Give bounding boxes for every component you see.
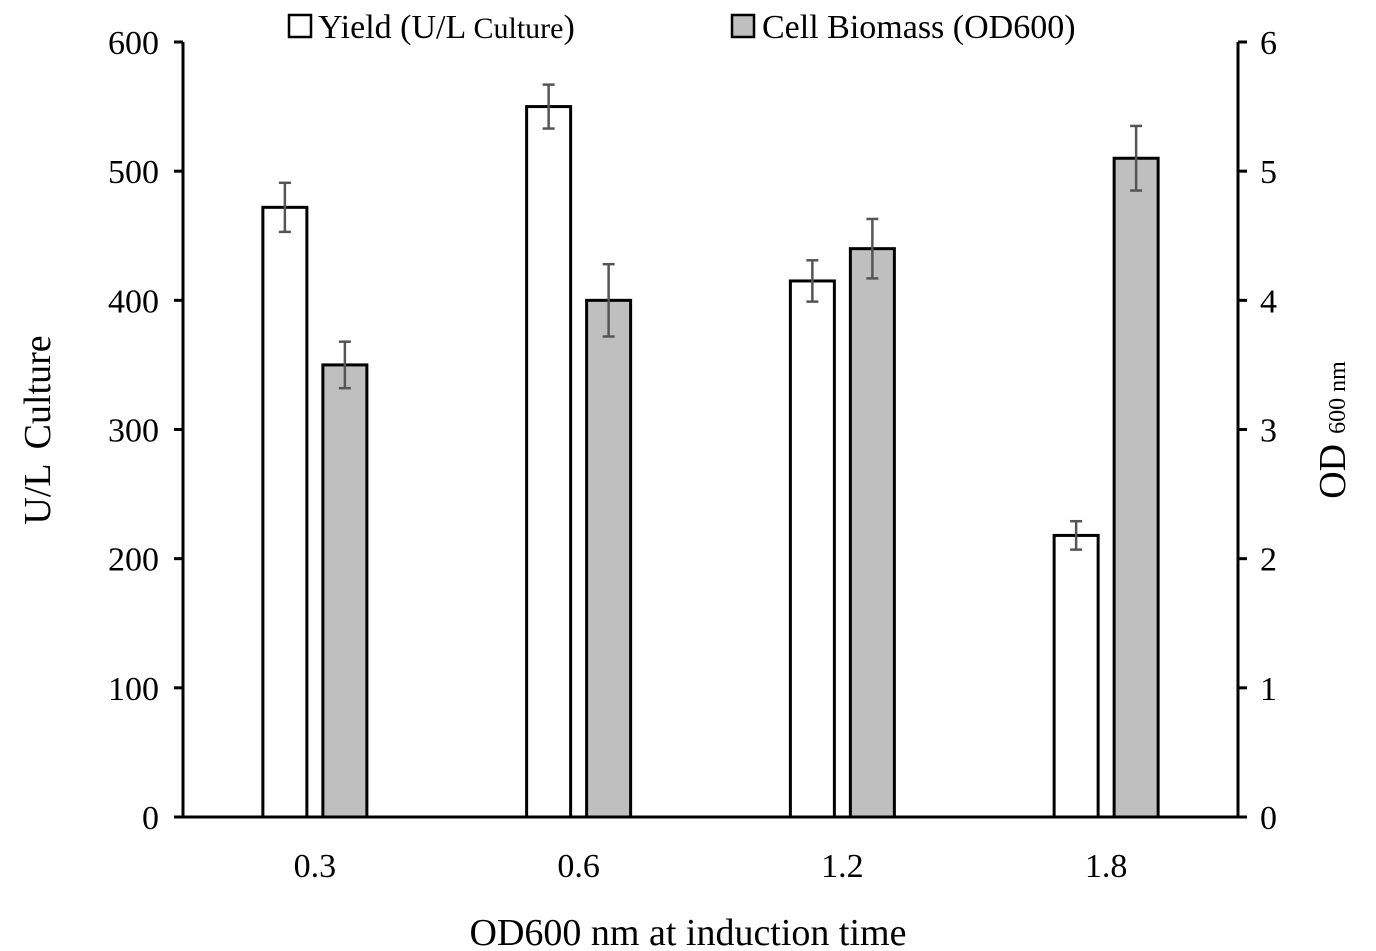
x-tick-labels: 0.3 0.6 1.2 1.8: [294, 848, 1128, 885]
error-bar-yield-1.8: [1070, 519, 1083, 551]
right-y-axis-title: OD 600 nm: [1312, 361, 1354, 499]
error-bar-biomass-0.3: [338, 340, 351, 390]
bar-biomass-1.8: [1112, 156, 1160, 819]
left-y-tick-label: 400: [108, 283, 159, 320]
legend-label-yield: Yield (U/L Culture): [318, 9, 575, 46]
right-y-tick-label: 4: [1260, 283, 1277, 320]
left-y-axis-title: U/L Culture: [17, 335, 59, 524]
error-bar-biomass-1.2: [866, 217, 879, 280]
x-tick-label-0.3: 0.3: [294, 848, 337, 885]
bar-yield-0.6: [525, 105, 573, 819]
bar-biomass-1.2: [848, 247, 896, 819]
right-y-tick-label: 0: [1260, 800, 1277, 837]
right-y-ticks: 0 1 2 3 4 5 6: [1238, 25, 1277, 837]
legend-label-yield-end: ): [564, 9, 575, 46]
bar-biomass-0.6: [585, 298, 633, 819]
right-y-tick-label: 1: [1260, 671, 1277, 708]
error-bar-yield-1.2: [806, 259, 819, 303]
left-y-ticks: 0 100 200 300 400 500 600: [108, 25, 183, 837]
bar-biomass-0.3: [321, 363, 369, 819]
right-y-tick-label: 3: [1260, 413, 1277, 450]
bar-yield-1.8: [1052, 533, 1100, 819]
left-y-tick-label: 600: [108, 25, 159, 62]
left-y-axis-title-sub: Culture: [17, 335, 59, 449]
bar-yield-1.2: [788, 279, 836, 819]
left-y-axis-title-main: U/L: [17, 463, 59, 524]
x-tick-label-1.2: 1.2: [821, 848, 864, 885]
error-bar-yield-0.6: [542, 83, 555, 130]
left-y-tick-label: 300: [108, 413, 159, 450]
left-y-tick-label: 200: [108, 542, 159, 579]
bar-yield-0.3: [261, 205, 309, 819]
left-y-tick-label: 100: [108, 671, 159, 708]
left-y-tick-label: 500: [108, 154, 159, 191]
right-y-tick-label: 6: [1260, 25, 1277, 62]
legend-label-biomass: Cell Biomass (OD600): [762, 9, 1076, 46]
error-bar-biomass-1.8: [1130, 124, 1143, 192]
x-tick-label-1.8: 1.8: [1085, 848, 1128, 885]
legend: Yield (U/L Culture) Cell Biomass (OD600): [287, 9, 1076, 46]
x-tick-label-0.6: 0.6: [557, 848, 600, 885]
right-y-axis-title-main: OD: [1312, 444, 1354, 499]
legend-label-yield-sub: Culture: [474, 12, 564, 45]
error-bar-yield-0.3: [278, 181, 291, 234]
right-y-axis-title-sub: 600 nm: [1325, 361, 1351, 434]
legend-swatch-biomass: [730, 13, 756, 39]
x-axis-title: OD600 nm at induction time: [470, 912, 907, 951]
legend-label-yield-main: Yield (U/L: [318, 9, 474, 46]
right-y-tick-label: 2: [1260, 542, 1277, 579]
error-bar-biomass-0.6: [602, 262, 615, 338]
error-bars-group: [278, 83, 1143, 551]
left-y-tick-label: 0: [142, 800, 159, 837]
bars-group: [261, 105, 1160, 819]
legend-swatch-yield: [287, 13, 313, 39]
right-y-tick-label: 5: [1260, 154, 1277, 191]
